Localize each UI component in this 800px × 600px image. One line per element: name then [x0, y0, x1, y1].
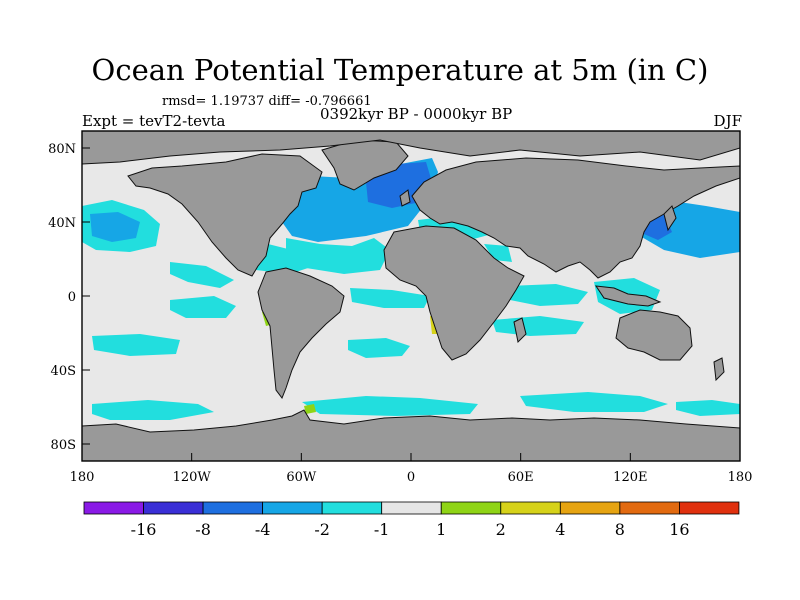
arctic-coast-landmass — [82, 131, 740, 165]
southern-ocean-atlantic-patch — [302, 396, 478, 416]
colorbar-label-9: 8 — [615, 520, 625, 539]
x-tick-label-120w: 120W — [173, 470, 212, 485]
colorbar-box-5 — [321, 501, 383, 515]
south-america-landmass — [257, 267, 345, 400]
colorbar-box-11 — [679, 501, 740, 515]
land-masses — [82, 131, 740, 461]
colorbar-box-4 — [262, 501, 323, 515]
greenland-landmass — [321, 139, 409, 191]
east-pacific-cool-patch — [170, 262, 234, 288]
north-pacific-west-core-patch — [90, 212, 140, 242]
colorbar-box-10 — [619, 501, 680, 515]
x-tick-label-60w: 60W — [286, 470, 317, 485]
y-tick-label-80s: 80S — [51, 438, 76, 453]
indian-ocean-north-patch — [508, 284, 588, 306]
experiment-text: Expt = tevT2-tevta — [82, 112, 226, 130]
stats-text: rmsd= 1.19737 diff= -0.796661 — [162, 94, 372, 109]
southern-ocean-indian-patch — [520, 392, 668, 412]
colorbar-box-3 — [202, 501, 264, 515]
australia-landmass — [615, 309, 693, 361]
equatorial-atlantic-cool-patch — [350, 288, 430, 308]
south-atlantic-patch — [348, 338, 410, 358]
map-frame — [81, 130, 741, 462]
colorbar-label-1: -16 — [131, 520, 157, 539]
indonesia-landmass — [594, 285, 662, 307]
colorbar-box-7 — [440, 501, 502, 515]
red-sea-cool-patch — [484, 244, 512, 262]
colorbar-label-5: -1 — [374, 520, 390, 539]
colorbar-label-2: -8 — [195, 520, 211, 539]
antarctica-landmass — [82, 409, 740, 461]
new-zealand-landmass — [713, 357, 725, 382]
colorbar-label-3: -4 — [255, 520, 271, 539]
figure-title: Ocean Potential Temperature at 5m (in C) — [91, 53, 709, 87]
y-tick-label-80n: 80N — [48, 142, 76, 157]
drake-warm-patch — [304, 404, 316, 414]
y-tick-label-40s: 40S — [51, 364, 76, 379]
south-pacific-central-patch — [170, 296, 236, 318]
y-tick-label-40n: 40N — [48, 216, 76, 231]
map-plot-area — [82, 131, 740, 461]
colorbar-box-2 — [143, 501, 204, 515]
colorbar-box-9 — [559, 501, 621, 515]
y-tick-label-0: 0 — [68, 290, 76, 305]
temperature-anomaly-patches — [82, 158, 740, 420]
africa-landmass — [383, 225, 525, 361]
colorbar-box-1 — [83, 501, 144, 515]
colorbar-box-6 — [381, 501, 442, 515]
x-tick-label-60e: 60E — [508, 470, 534, 485]
madagascar-landmass — [513, 317, 527, 344]
southern-ocean-east-patch — [676, 400, 740, 416]
colorbar-label-6: 1 — [436, 520, 446, 539]
colorbar-label-10: 16 — [669, 520, 689, 539]
north-america-landmass — [127, 153, 323, 277]
x-tick-label-180e: 180 — [728, 470, 753, 485]
x-tick-label-0: 0 — [407, 470, 415, 485]
south-pacific-west-patch — [92, 334, 180, 356]
colorbar: -16 -8 -4 -2 -1 1 2 4 8 16 — [83, 501, 740, 539]
x-tick-label-120e: 120E — [613, 470, 647, 485]
colorbar-label-4: -2 — [314, 520, 330, 539]
axis-labels: 180 120W 60W 0 60E 120E 180 80N 40N 0 40… — [48, 142, 752, 485]
x-tick-label-180w: 180 — [70, 470, 95, 485]
eurasia-landmass — [411, 157, 740, 279]
colorbar-label-7: 2 — [496, 520, 506, 539]
southern-ocean-west-patch — [92, 400, 214, 420]
period-text: 0392kyr BP - 0000kyr BP — [320, 105, 513, 123]
japan-landmass — [663, 205, 677, 232]
colorbar-label-8: 4 — [555, 520, 565, 539]
season-text: DJF — [713, 112, 742, 130]
british-isles-landmass — [399, 189, 411, 207]
colorbar-box-8 — [500, 501, 561, 515]
